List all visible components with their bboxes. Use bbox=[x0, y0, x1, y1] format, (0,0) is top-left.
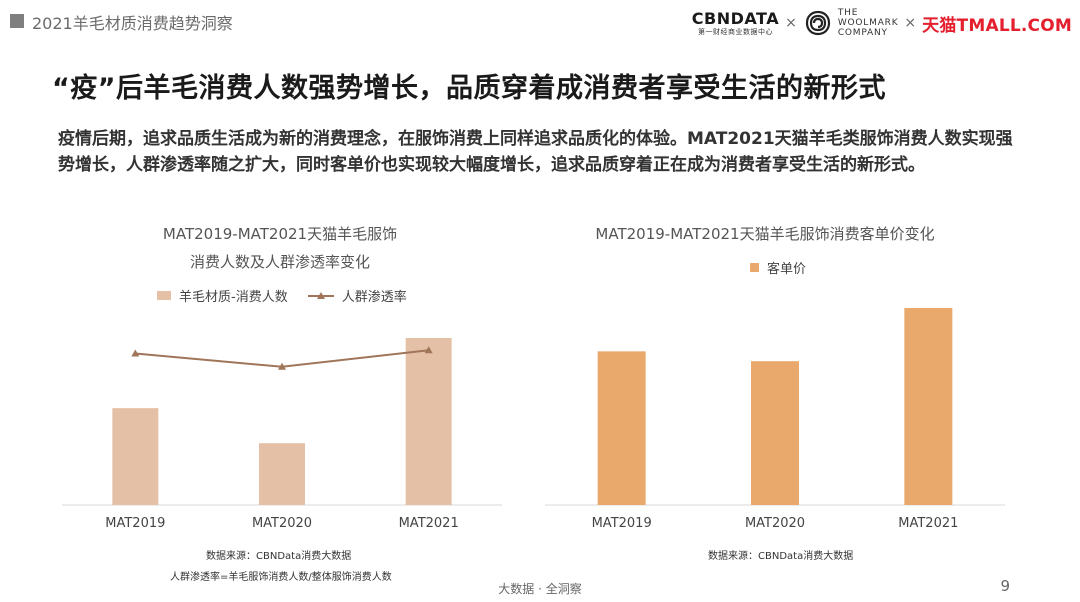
left-chart-source: 数据来源：CBNData消费大数据 bbox=[206, 551, 352, 562]
legend-bar-label: 羊毛材质-消费人数 bbox=[179, 290, 288, 305]
right-chart-source: 数据来源：CBNData消费大数据 bbox=[708, 551, 854, 562]
tmall-logo: 天猫TMALL.COM bbox=[922, 11, 1072, 36]
cbndata-logo-text: CBNDATA bbox=[691, 8, 780, 28]
headline: “疫”后羊毛消费人数强势增长，品质穿着成消费者享受生活的新形式 bbox=[52, 73, 886, 104]
marker-penetration-MAT2020 bbox=[278, 362, 286, 370]
right-chart-legend: 客单价 bbox=[750, 258, 806, 277]
x-tick-label: MAT2020 bbox=[745, 516, 805, 531]
tmall-logo-en: TMALL.COM bbox=[956, 15, 1072, 36]
marker-penetration-MAT2021 bbox=[424, 346, 433, 354]
legend-bar-swatch bbox=[157, 291, 171, 300]
x-tick-label: MAT2021 bbox=[898, 516, 958, 531]
bar-avg-order-MAT2019 bbox=[597, 351, 646, 505]
bar-consumers-MAT2021 bbox=[405, 338, 452, 505]
x-tick-label: MAT2019 bbox=[592, 516, 652, 531]
x-tick-label: MAT2020 bbox=[252, 516, 312, 531]
bar-avg-order-MAT2020 bbox=[751, 361, 799, 505]
x-tick-label: MAT2021 bbox=[399, 516, 459, 531]
woolmark-logo: THE WOOLMARK COMPANY bbox=[803, 8, 899, 38]
left-chart-legend: 羊毛材质-消费人数 人群渗透率 bbox=[157, 286, 407, 305]
page-number: 9 bbox=[1000, 577, 1010, 595]
left-chart-note: 人群渗透率=羊毛服饰消费人数/整体服饰消费人数 bbox=[170, 572, 392, 583]
legend-bar-swatch bbox=[750, 263, 759, 272]
partner-logos: CBNDATA 第一财经商业数据中心 × THE WOOLMARK COMPAN… bbox=[692, 6, 1072, 40]
left-chart-plot: MAT2019 MAT2020 MAT2021 bbox=[62, 338, 502, 531]
footer-slogan: 大数据 · 全洞察 bbox=[498, 582, 582, 596]
bar-consumers-MAT2019 bbox=[112, 408, 159, 505]
report-title: 2021羊毛材质消费趋势洞察 bbox=[32, 14, 233, 33]
left-chart-title-line-1: MAT2019-MAT2021天猫羊毛服饰 bbox=[162, 225, 398, 243]
title-marker-square bbox=[10, 14, 24, 28]
left-chart-title: MAT2019-MAT2021天猫羊毛服饰 消费人数及人群渗透率变化 bbox=[100, 220, 460, 276]
woolmark-logo-text: THE WOOLMARK COMPANY bbox=[837, 8, 899, 38]
logo-separator: × bbox=[904, 15, 917, 31]
logo-separator: × bbox=[785, 15, 797, 31]
top-bar: 2021羊毛材质消费趋势洞察 CBNDATA 第一财经商业数据中心 × THE … bbox=[0, 0, 1080, 46]
cbndata-logo: CBNDATA 第一财经商业数据中心 bbox=[691, 8, 780, 36]
right-chart-title: MAT2019-MAT2021天猫羊毛服饰消费客单价变化 bbox=[595, 225, 935, 243]
woolmark-icon bbox=[805, 10, 830, 36]
cbndata-logo-subtext: 第一财经商业数据中心 bbox=[697, 27, 773, 36]
marker-penetration-MAT2019 bbox=[131, 349, 140, 357]
x-tick-label: MAT2019 bbox=[105, 516, 165, 531]
bar-consumers-MAT2020 bbox=[259, 443, 305, 505]
legend-bar-label: 客单价 bbox=[767, 262, 807, 277]
right-chart-plot: MAT2019 MAT2020 MAT2021 bbox=[545, 308, 1005, 531]
legend-line-label: 人群渗透率 bbox=[341, 290, 407, 305]
left-chart-title-line-2: 消费人数及人群渗透率变化 bbox=[189, 253, 370, 271]
tmall-logo-cn: 天猫 bbox=[922, 15, 957, 36]
summary-paragraph: 疫情后期，追求品质生活成为新的消费理念，在服饰消费上同样追求品质化的体验。MAT… bbox=[58, 129, 1013, 175]
bar-avg-order-MAT2021 bbox=[904, 308, 953, 505]
legend-line-swatch bbox=[307, 291, 334, 299]
